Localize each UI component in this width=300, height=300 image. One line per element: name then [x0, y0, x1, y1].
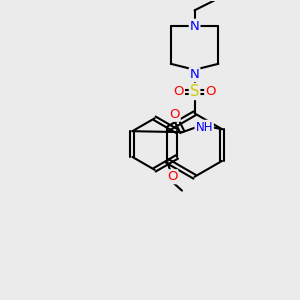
Text: O: O	[173, 85, 184, 98]
Text: S: S	[190, 84, 199, 99]
Text: N: N	[190, 68, 200, 81]
Text: NH: NH	[196, 121, 213, 134]
Text: O: O	[205, 85, 216, 98]
Text: N: N	[190, 20, 200, 33]
Text: O: O	[167, 170, 177, 183]
Text: O: O	[169, 108, 180, 121]
